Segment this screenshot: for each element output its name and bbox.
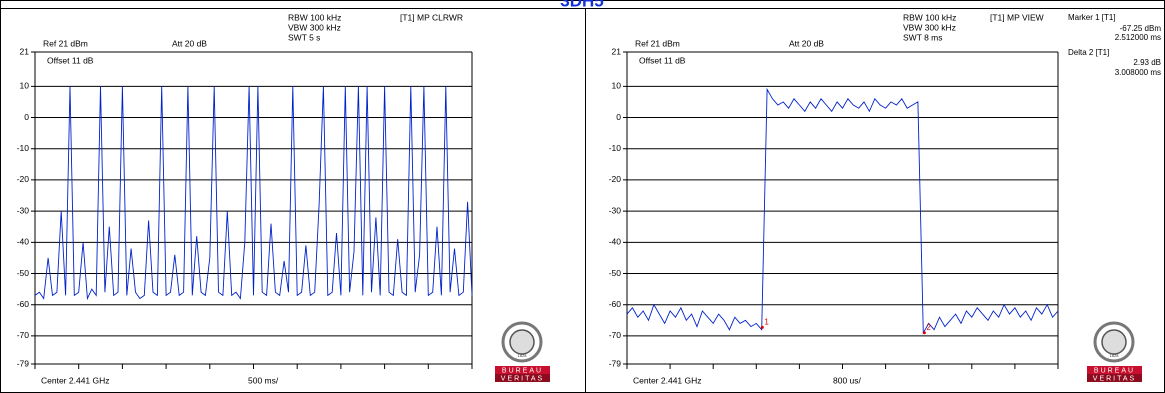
marker-label: 1 <box>764 317 769 326</box>
swt-label: SWT 5 s <box>288 32 320 42</box>
y-tick-label: -30 <box>609 205 622 215</box>
att-label: Att 20 dB <box>789 38 824 48</box>
logo-year: 1828 <box>518 353 528 358</box>
logo-band-bottom <box>1087 374 1142 382</box>
ref-label: Ref 21 dBm <box>635 38 680 48</box>
span-label: 500 ms/ <box>248 375 279 385</box>
y-tick-label: -20 <box>609 174 622 184</box>
trace <box>34 86 473 301</box>
logo-year: 1828 <box>1110 353 1120 358</box>
y-tick-label: -79 <box>609 358 622 368</box>
vbw-label: VBW 300 kHz <box>288 22 341 32</box>
y-tick-label: -70 <box>17 330 30 340</box>
marker-info: 2.93 dB <box>1133 58 1161 67</box>
y-tick-label: -60 <box>609 299 622 309</box>
att-label: Att 20 dB <box>172 38 207 48</box>
y-tick-label: -79 <box>17 358 30 368</box>
logo-seal-inner <box>509 329 535 355</box>
y-tick-label: -10 <box>609 143 622 153</box>
logo-top: BUREAU <box>502 367 543 374</box>
logo-band-top <box>1087 366 1142 374</box>
y-tick-label: 10 <box>20 81 30 91</box>
rbw-label: RBW 100 kHz <box>903 12 956 22</box>
offset-label: Offset 11 dB <box>639 55 686 65</box>
swt-label: SWT 8 ms <box>903 32 943 42</box>
y-tick-label: -20 <box>17 174 30 184</box>
page-title: 3DH5 <box>560 0 603 10</box>
marker-info: -67.25 dBm <box>1120 24 1162 33</box>
marker-info: Delta 2 [T1] <box>1068 48 1109 57</box>
trace <box>626 87 1059 335</box>
rbw-label: RBW 100 kHz <box>288 12 341 22</box>
y-tick-label: 21 <box>612 46 622 56</box>
y-tick-label: -30 <box>17 205 30 215</box>
marker-info: 3.008000 ms <box>1115 68 1161 77</box>
logo-bottom: VERITAS <box>501 375 544 382</box>
logo-top: BUREAU <box>1094 367 1135 374</box>
marker-info: Marker 1 [T1] <box>1068 13 1116 22</box>
y-tick-label: -40 <box>609 237 622 247</box>
logo-seal-inner <box>1101 329 1127 355</box>
logo-bottom: VERITAS <box>1093 375 1136 382</box>
y-tick-label: -40 <box>17 237 30 247</box>
y-tick-label: 21 <box>20 46 30 56</box>
ref-label: Ref 21 dBm <box>43 38 88 48</box>
y-tick-label: -60 <box>17 299 30 309</box>
marker-label: 2 <box>926 323 931 332</box>
y-tick-label: -50 <box>17 268 30 278</box>
mode-label: [T1] MP VIEW <box>990 12 1044 22</box>
center-label: Center 2.441 GHz <box>633 375 702 385</box>
y-tick-label: -70 <box>609 330 622 340</box>
y-tick-label: 0 <box>24 112 29 122</box>
y-tick-label: -50 <box>609 268 622 278</box>
span-label: 800 us/ <box>833 375 862 385</box>
logo-band-bottom <box>495 374 550 382</box>
vbw-label: VBW 300 kHz <box>903 22 956 32</box>
mode-label: [T1] MP CLRWR <box>400 12 463 22</box>
center-label: Center 2.441 GHz <box>41 375 110 385</box>
y-tick-label: -10 <box>17 143 30 153</box>
marker-info: 2.512000 ms <box>1115 33 1161 42</box>
offset-label: Offset 11 dB <box>47 55 94 65</box>
marker-dot <box>922 331 926 335</box>
marker-dot <box>760 325 764 329</box>
y-tick-label: 10 <box>612 81 622 91</box>
logo-band-top <box>495 366 550 374</box>
y-tick-label: 0 <box>616 112 621 122</box>
